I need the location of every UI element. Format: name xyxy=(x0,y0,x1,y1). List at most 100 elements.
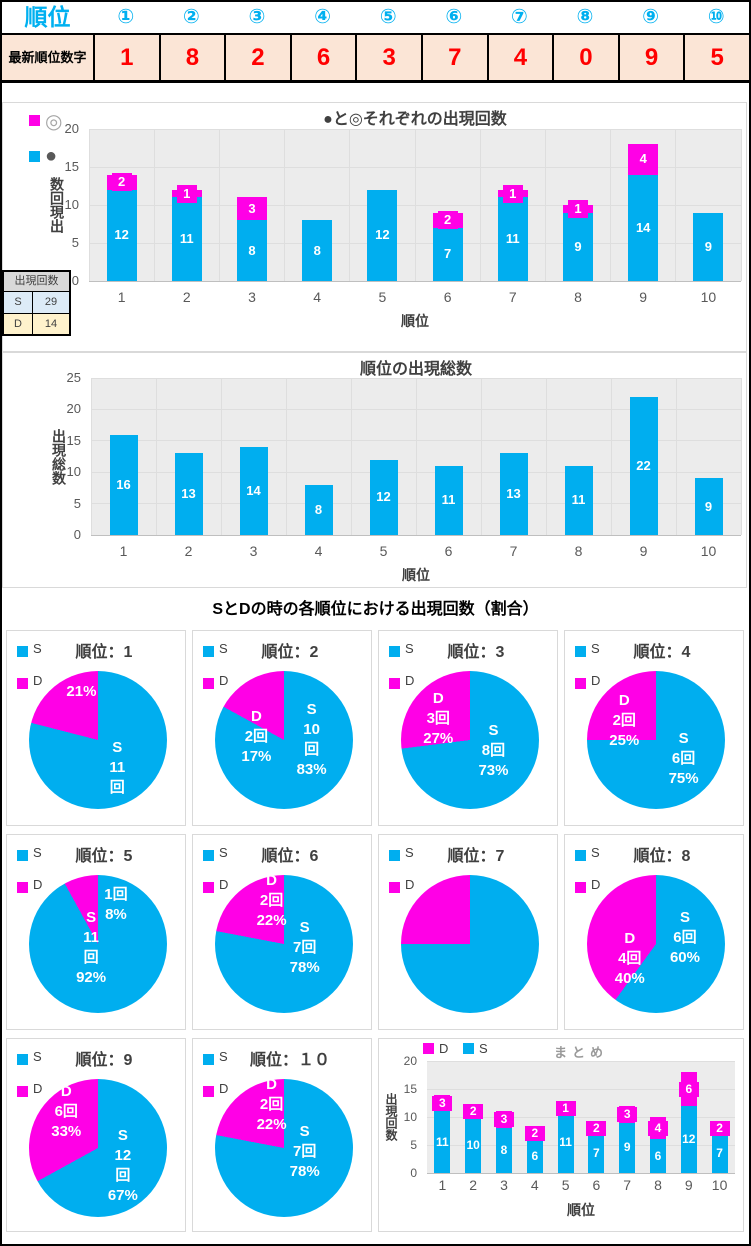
pie-legend-swatch-D xyxy=(203,678,214,689)
pie-box-10: S D 順位：１０ S 7回 78% D 2回 22% xyxy=(192,1038,372,1232)
pie-label-d: D 2回 25% xyxy=(609,691,640,749)
bar-label-s-2: 11 xyxy=(179,231,194,247)
bar-出現総数-2 xyxy=(174,453,203,535)
pie-legend-label-S: S xyxy=(405,641,414,656)
bar-S-7 xyxy=(619,1122,636,1173)
pie-legend-swatch-D xyxy=(389,678,400,689)
latest-rank-value-8: 0 xyxy=(552,35,618,80)
y-tick-label: 10 xyxy=(403,1109,417,1124)
pie-box-1: S D 順位：1 S 11 回 21% xyxy=(6,630,186,826)
gridline-v xyxy=(284,129,286,281)
pie-box-5: S D 順位：5 S 11 回 92% 1回 8% xyxy=(6,834,186,1030)
x-tick-label-7: 7 xyxy=(623,1177,632,1193)
gridline-h xyxy=(427,1088,735,1090)
bar-label-s-6: 11 xyxy=(441,492,456,508)
pie-label-s: S 10 回 83% xyxy=(296,701,327,778)
bar-label-d-1: 2 xyxy=(111,173,132,192)
bar-●-1 xyxy=(106,189,137,281)
pie-box-6: S D 順位：6 S 7回 78% D 2回 22% xyxy=(192,834,372,1030)
pie-legend-swatch-S xyxy=(389,646,400,657)
pie-legend-swatch-S xyxy=(575,850,586,861)
bar-label-s-3: 8 xyxy=(500,1143,508,1158)
x-tick-label-5: 5 xyxy=(379,543,388,559)
bar-label-s-10: 9 xyxy=(704,238,712,254)
bar-label-s-5: 12 xyxy=(375,227,390,243)
gridline-v xyxy=(675,129,677,281)
y-tick-label: 0 xyxy=(71,273,79,288)
y-axis-title: 出現総数 xyxy=(51,428,67,485)
bar-label-d-8: 4 xyxy=(648,1120,668,1136)
y-tick-label: 15 xyxy=(64,159,79,174)
x-tick-label-8: 8 xyxy=(574,289,582,305)
bar-label-d-10: 2 xyxy=(709,1120,730,1136)
x-tick-label-3: 3 xyxy=(500,1177,508,1193)
latest-rank-value-5: 3 xyxy=(355,35,421,80)
legend-swatch-S xyxy=(463,1043,474,1054)
bar-label-d-3: 3 xyxy=(494,1112,514,1128)
pie-legend-label-S: S xyxy=(33,641,42,656)
pie-label-d: D 2回 22% xyxy=(256,872,287,930)
y-tick-label: 20 xyxy=(403,1053,417,1068)
bar-label-s-9: 12 xyxy=(682,1131,696,1146)
pie-legend-swatch-D xyxy=(17,678,28,689)
bar-label-s-10: 7 xyxy=(716,1145,723,1160)
bar-label-s-7: 13 xyxy=(506,486,521,502)
pie-circle xyxy=(401,875,539,1013)
pie-legend-swatch-S xyxy=(203,1054,214,1065)
rank-title: 順位 xyxy=(24,4,71,30)
chart-summary: 0 5 10 15 20 11 3 1 10 2 2 8 3 3 6 2 4 11 1 5 7 2 6 9 3 7 6 4 8 12 6 9 7… xyxy=(378,1038,744,1232)
pie-title: 順位：2 xyxy=(261,644,319,661)
bar-●-7 xyxy=(497,197,528,281)
pie-circle: S 12 回 67% D 6回 33% xyxy=(29,1079,167,1217)
pie-section-title: SとDの時の各順位における出現回数（割合） xyxy=(212,601,539,618)
pie-circle: S 8回 73% D 3回 27% xyxy=(401,671,539,809)
bar-label-s-6: 7 xyxy=(443,246,452,262)
bar-label-s-8: 9 xyxy=(574,238,582,254)
pie-label-d: D 4回 40% xyxy=(614,930,645,988)
bar-label-s-4: 8 xyxy=(313,242,321,258)
bar-●-10 xyxy=(693,212,724,281)
pie-label-s: S 6回 75% xyxy=(668,730,699,788)
legend-label-◎: ◎ xyxy=(45,111,63,133)
y-tick-label: 20 xyxy=(64,121,79,136)
x-tick-label-1: 1 xyxy=(119,543,128,559)
x-tick-label-2: 2 xyxy=(182,289,191,305)
legend-label-●: ● xyxy=(45,145,58,167)
pie-circle: S 11 回 21% xyxy=(29,671,167,809)
x-tick-label-8: 8 xyxy=(654,1177,662,1193)
pie-circle: S 10 回 83% D 2回 17% xyxy=(215,671,353,809)
pie-title: 順位：4 xyxy=(633,644,691,661)
bar-label-s-5: 11 xyxy=(559,1134,572,1149)
pie-legend-label-D: D xyxy=(33,1081,43,1096)
pie-label-s: S 11 回 92% xyxy=(76,909,107,987)
bar-label-s-6: 7 xyxy=(593,1145,600,1160)
bar-label-s-1: 11 xyxy=(436,1134,449,1149)
pie-legend-swatch-S xyxy=(575,646,586,657)
bar-●-3 xyxy=(237,220,267,281)
gridline-v xyxy=(88,129,90,281)
bar-S-4 xyxy=(526,1139,543,1173)
pie-box-3: S D 順位：3 S 8回 73% D 3回 27% xyxy=(378,630,558,826)
latest-rank-value-9: 9 xyxy=(617,35,684,80)
bar-●-5 xyxy=(367,189,398,281)
rank-col-6: ⑥ xyxy=(445,6,463,28)
pie-legend-label-S: S xyxy=(405,845,414,860)
pie-title: 順位：8 xyxy=(633,848,691,865)
pie-legend-swatch-D xyxy=(389,882,400,893)
gridline-v xyxy=(415,378,417,535)
pie-circle: S 6回 75% D 2回 25% xyxy=(587,671,725,809)
x-tick-label-6: 6 xyxy=(443,289,452,305)
pie-legend-swatch-S xyxy=(17,646,28,657)
x-tick-label-6: 6 xyxy=(592,1177,601,1193)
latest-rank-value-3: 2 xyxy=(224,35,290,80)
pie-legend-label-D: D xyxy=(219,877,229,892)
bar-label-s-7: 9 xyxy=(623,1140,631,1155)
gridline-v xyxy=(414,129,416,281)
gridline-h xyxy=(427,1060,735,1062)
bar-label-s-4: 8 xyxy=(314,501,323,517)
chart-mark-counts: 0 5 10 15 20 12 2 1 11 1 2 8 3 3 8 4 12 5 7 2 6 11 1 7 9 1 8 14 4 9 9 1… xyxy=(2,102,747,352)
pie-box-7: S D 順位：7 xyxy=(378,834,558,1030)
sd-count-table-rows: S 29 D 14 xyxy=(4,292,69,334)
rank-col-7: ⑦ xyxy=(510,6,528,28)
